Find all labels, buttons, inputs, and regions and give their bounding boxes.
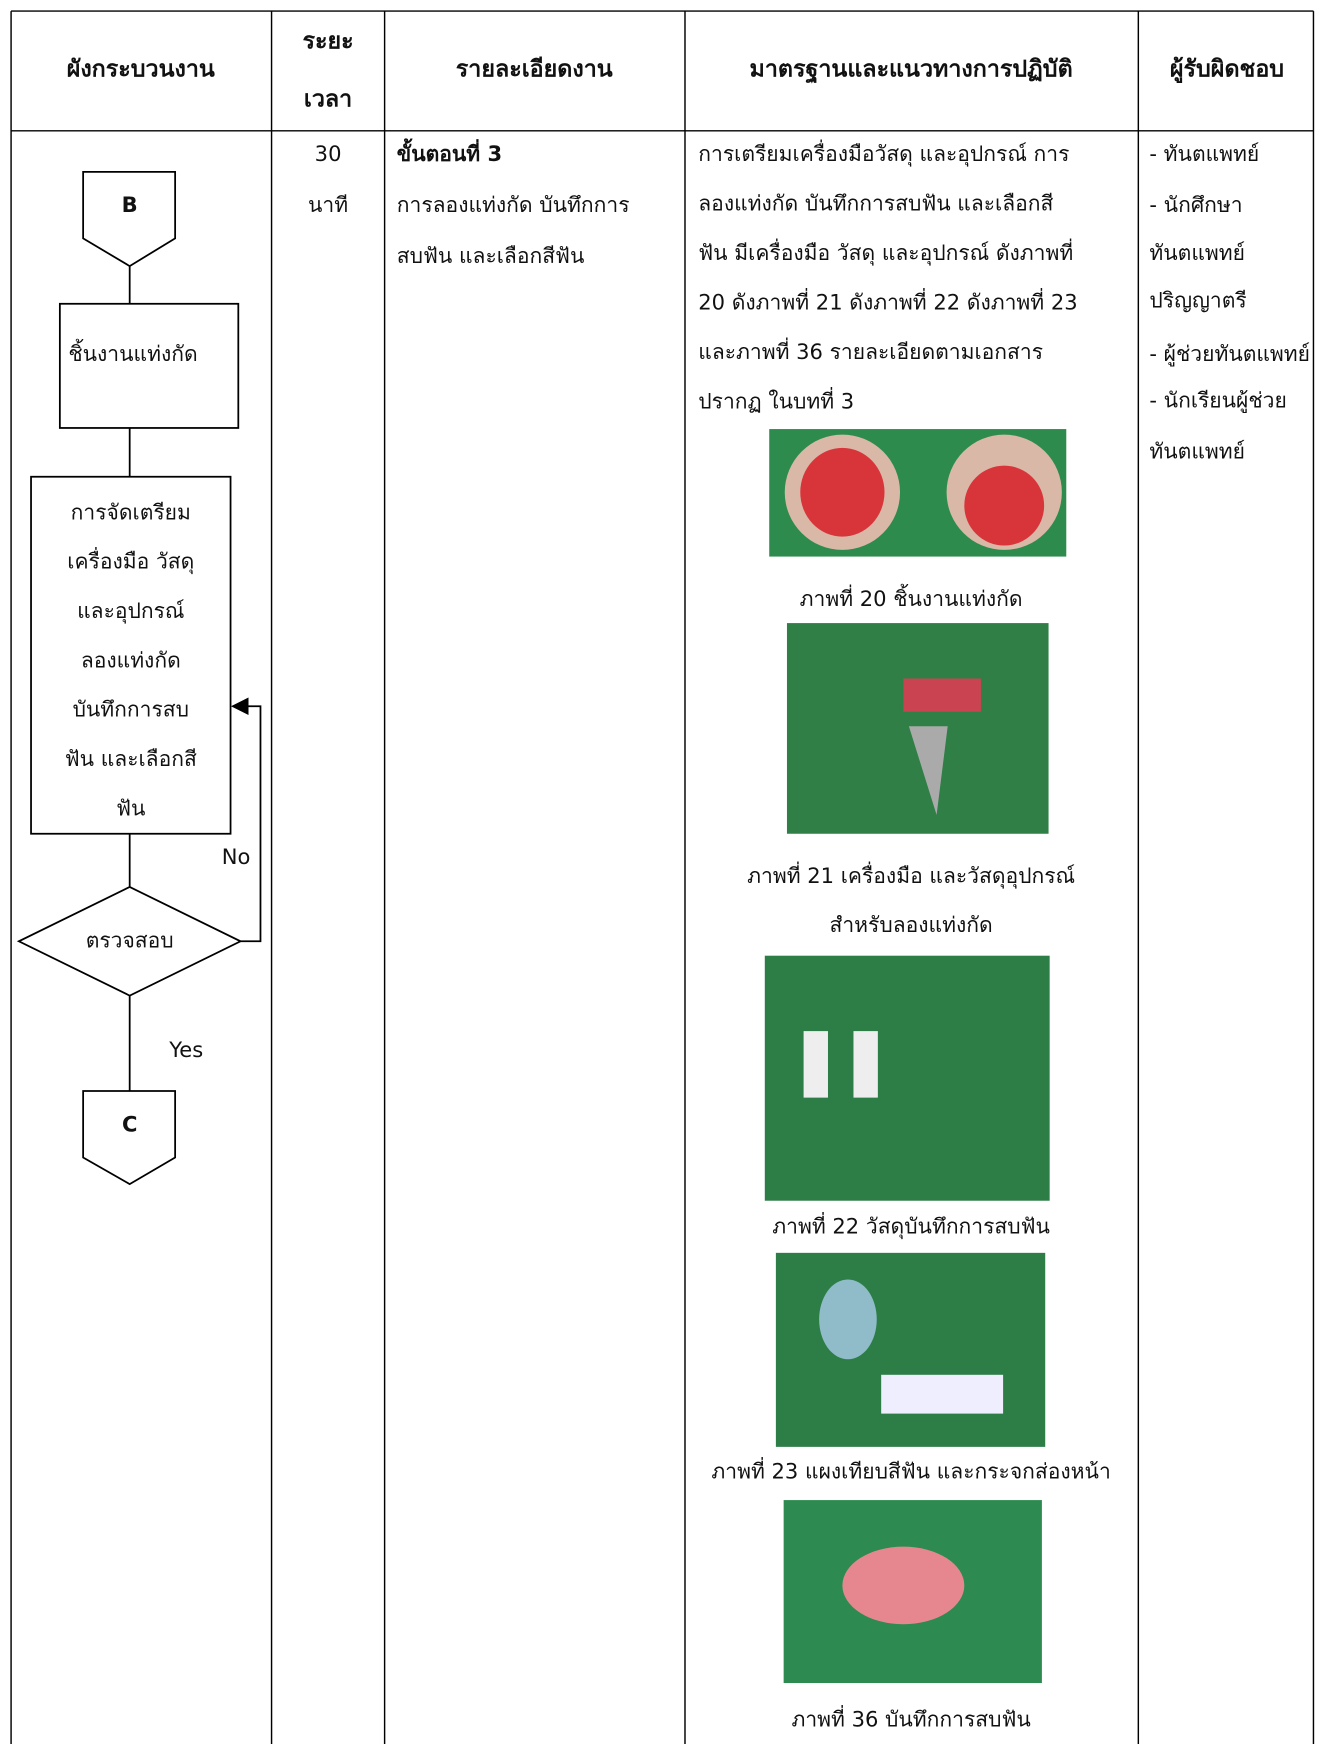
duration: 30 — [315, 141, 342, 166]
figure-caption: ภาพที่ 36 บันทึกการสบฟัน — [791, 1705, 1030, 1732]
branch-label: Yes — [168, 1037, 203, 1062]
process-label: และอุปกรณ์ — [77, 598, 184, 624]
branch-label: No — [222, 844, 251, 869]
header-cell: เวลา — [304, 85, 352, 112]
process-label: เครื่องมือ วัสดุ — [67, 547, 194, 575]
process-label: ฟัน และเลือกสี — [65, 746, 197, 771]
responsible-line: ปริญญาตรี — [1149, 288, 1246, 313]
process-label: การจัดเตรียม — [71, 499, 191, 524]
responsible-line: - นักศึกษา — [1149, 192, 1242, 217]
standards-line: ปรากฏ ในบทที่ 3 — [698, 386, 854, 413]
responsible-line: - ผู้ช่วยทันตแพทย์ — [1149, 341, 1310, 367]
responsible-line: ทันตแพทย์ — [1149, 438, 1245, 463]
standards-line: ฟัน มีเครื่องมือ วัสดุ และอุปกรณ์ ดังภาพ… — [698, 238, 1073, 266]
decision-label: ตรวจสอบ — [86, 927, 174, 952]
responsible-line: - นักเรียนผู้ช่วย — [1149, 387, 1286, 413]
duration: นาที — [308, 192, 348, 217]
box-label: ชิ้นงานแท่งกัด — [68, 339, 197, 366]
header-cell: ผู้รับผิดชอบ — [1170, 55, 1284, 83]
details-line: สบฟัน และเลือกสีฟัน — [397, 243, 585, 268]
standards-line: ลองแท่งกัด บันทึกการสบฟัน และเลือกสี — [698, 191, 1053, 216]
connector-label: C — [122, 1111, 137, 1136]
figures — [764, 429, 1067, 1684]
process-label: บันทึกการสบ — [73, 697, 189, 722]
process-label: ฟัน — [116, 795, 145, 820]
standards-line: การเตรียมเครื่องมือวัสดุ และอุปกรณ์ การ — [698, 139, 1069, 167]
header-cell: ผังกระบวนงาน — [67, 55, 215, 82]
standards-line: 20 ดังภาพที่ 21 ดังภาพที่ 22 ดังภาพที่ 2… — [698, 288, 1077, 315]
header-cell: ระยะ — [303, 28, 354, 55]
figure-caption: ภาพที่ 20 ชิ้นงานแท่งกัด — [800, 584, 1023, 611]
figure-caption: ภาพที่ 23 แผงเทียบสีฟัน และกระจกส่องหน้า — [711, 1456, 1110, 1483]
responsible-line: - ทันตแพทย์ — [1149, 141, 1259, 166]
step-title: ขั้นตอนที่ 3 — [397, 138, 502, 166]
connector-label: B — [122, 192, 138, 217]
details-line: การลองแท่งกัด บันทึกการ — [397, 192, 630, 217]
figure-caption: ภาพที่ 21 เครื่องมือ และวัสดุอุปกรณ์ — [747, 861, 1075, 889]
standards-line: และภาพที่ 36 รายละเอียดตามเอกสาร — [698, 337, 1043, 364]
responsible-line: ทันตแพทย์ — [1149, 240, 1245, 265]
header-cell: มาตรฐานและแนวทางการปฏิบัติ — [750, 55, 1073, 84]
figure-caption: สำหรับลองแท่งกัด — [830, 912, 993, 937]
flowchart-shapes — [16, 170, 262, 1186]
header-cell: รายละเอียดงาน — [456, 55, 613, 82]
table-grid — [10, 10, 1315, 1744]
figure-caption: ภาพที่ 22 วัสดุบันทึกการสบฟัน — [772, 1211, 1050, 1239]
process-label: ลองแท่งกัด — [81, 647, 181, 672]
